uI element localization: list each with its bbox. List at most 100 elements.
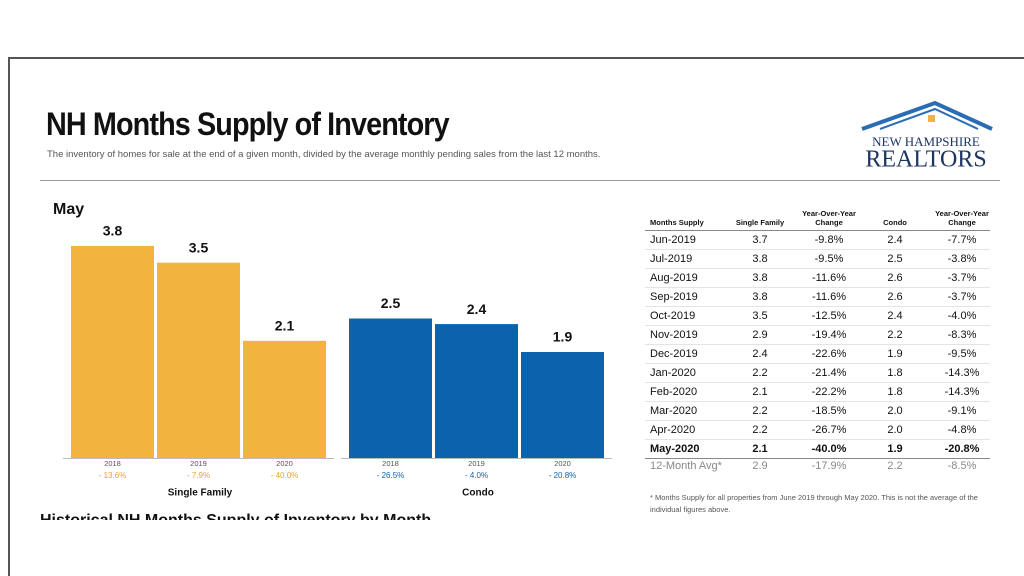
table-cell: -3.8% — [947, 253, 977, 265]
next-section-text: Historical NH Months Supply of Inventory… — [40, 512, 431, 520]
table-cell: 3.7 — [752, 234, 768, 246]
table-cell: Sep-2019 — [650, 291, 698, 303]
table-cell: 2.6 — [887, 272, 903, 284]
change-label: - 26.5% — [377, 471, 405, 480]
table-cell: -7.7% — [947, 234, 977, 246]
table-cell: 2.2 — [887, 329, 903, 341]
table-cell: 2.4 — [887, 310, 903, 322]
row-rule — [645, 401, 990, 402]
table-cell: 3.8 — [752, 291, 768, 303]
row-rule — [645, 363, 990, 364]
table-cell: -9.8% — [814, 234, 844, 246]
row-rule — [645, 458, 990, 459]
change-label: - 40.0% — [271, 471, 299, 480]
column-header: Condo — [883, 218, 907, 227]
table-cell: -3.7% — [947, 272, 977, 284]
table-cell: 2.2 — [752, 367, 768, 379]
table-cell: May-2020 — [650, 443, 700, 455]
table-cell: 2.6 — [887, 291, 903, 303]
row-rule — [645, 382, 990, 383]
table-cell: Aug-2019 — [650, 272, 698, 284]
bar — [243, 340, 326, 458]
group-label: Condo — [462, 488, 494, 499]
table-cell: 2.5 — [887, 253, 903, 265]
table-cell: -22.6% — [811, 348, 847, 360]
table-cell: -9.5% — [814, 253, 844, 265]
table-cell: 3.8 — [752, 253, 768, 265]
table-cell: 2.1 — [752, 386, 768, 398]
logo-roof — [861, 100, 993, 131]
table-cell: -22.2% — [811, 386, 847, 398]
table-cell: 1.9 — [887, 443, 903, 455]
row-rule — [645, 344, 990, 345]
table-cell: Apr-2020 — [650, 424, 696, 436]
table-cell: Oct-2019 — [650, 310, 696, 322]
footer-cell: 2.2 — [887, 460, 903, 472]
table-cell: 2.0 — [887, 405, 903, 417]
table-cell: -40.0% — [811, 443, 847, 455]
table-cell: 2.4 — [887, 234, 903, 246]
table-cell: -9.1% — [947, 405, 977, 417]
logo-roof-inner — [879, 107, 979, 130]
footer-cell: 12-Month Avg* — [650, 460, 722, 472]
table-cell: -20.8% — [944, 443, 980, 455]
footer-cell: -8.5% — [947, 460, 977, 472]
table-cell: -18.5% — [811, 405, 847, 417]
row-rule — [645, 287, 990, 288]
value-label: 1.9 — [553, 329, 573, 345]
frame-top — [8, 57, 1024, 59]
column-header: Months Supply — [650, 218, 704, 227]
footnote: * Months Supply for all properties from … — [650, 493, 978, 514]
table-cell: 2.2 — [752, 405, 768, 417]
table-cell: Jul-2019 — [650, 253, 693, 265]
table-cell: -11.6% — [811, 291, 847, 303]
row-rule — [645, 268, 990, 269]
column-header: Year-Over-Year Change — [935, 209, 989, 227]
row-rule — [645, 306, 990, 307]
table-cell: -12.5% — [811, 310, 847, 322]
footer-cell: 2.9 — [752, 460, 768, 472]
table-cell: Dec-2019 — [650, 348, 698, 360]
change-label: - 13.6% — [99, 471, 127, 480]
group-label: Single Family — [168, 488, 233, 499]
row-rule — [645, 439, 990, 440]
table-cell: Nov-2019 — [650, 329, 698, 341]
table-cell: Feb-2020 — [650, 386, 698, 398]
row-rule — [645, 420, 990, 421]
table-cell: -21.4% — [811, 367, 847, 379]
table-cell: -11.6% — [811, 272, 847, 284]
change-label: - 20.8% — [549, 471, 577, 480]
bar — [349, 318, 432, 458]
table-cell: -8.3% — [947, 329, 977, 341]
table-cell: -4.0% — [947, 310, 977, 322]
table-cell: -19.4% — [811, 329, 847, 341]
table-cell: 2.2 — [752, 424, 768, 436]
footer-cell: -17.9% — [811, 460, 847, 472]
table-cell: Jan-2020 — [650, 367, 696, 379]
value-label: 2.1 — [275, 318, 295, 334]
logo-window — [928, 115, 935, 122]
table-cell: 1.8 — [887, 367, 903, 379]
table-cell: -4.8% — [947, 424, 977, 436]
next-section-title: Historical NH Months Supply of Inventory… — [40, 510, 431, 520]
frame-left — [8, 57, 10, 576]
header-rule — [40, 180, 1000, 181]
bar — [71, 245, 154, 458]
column-header: Single Family — [735, 218, 785, 227]
logo: NEW HAMPSHIRE REALTORS — [861, 100, 993, 173]
row-rule — [645, 325, 990, 326]
table-cell: 2.0 — [887, 424, 903, 436]
chart: May 3.8 2018 - 13.6% 3.5 2019 - 7.9% 2.1 2020 - … — [53, 201, 612, 499]
bar — [435, 324, 518, 458]
logo-bottom: REALTORS — [865, 147, 986, 173]
table-cell: -9.5% — [947, 348, 977, 360]
logo-top: NEW HAMPSHIRE — [872, 134, 980, 149]
row-rule — [645, 230, 990, 231]
table-cell: -26.7% — [811, 424, 847, 436]
subtitle: The inventory of homes for sale at the e… — [47, 149, 601, 160]
bar — [521, 351, 604, 458]
title: NH Months Supply of Inventory — [46, 106, 450, 142]
change-label: - 7.9% — [187, 471, 210, 480]
